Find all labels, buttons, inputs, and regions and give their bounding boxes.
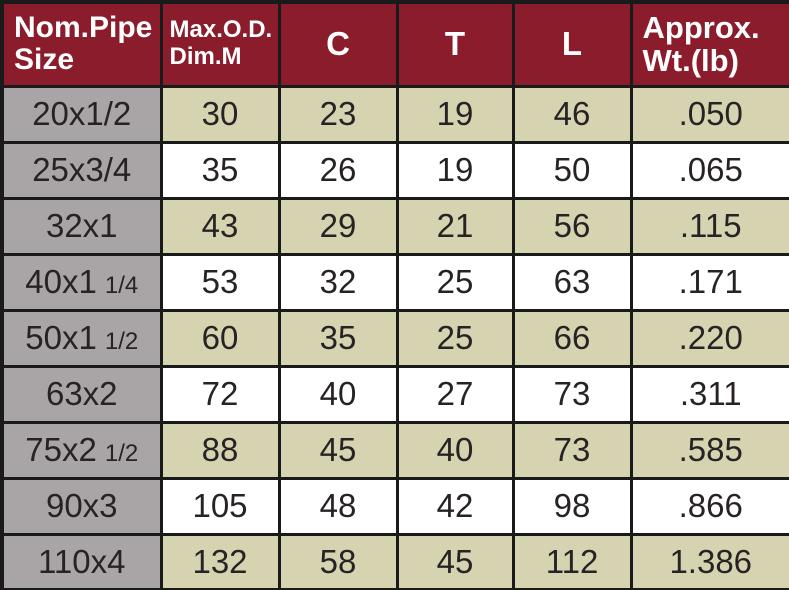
- cell-t: 27: [395, 364, 515, 424]
- cell-wt: .866: [629, 476, 789, 536]
- table-row: 75x2 1/2 88 45 40 73 .585: [0, 420, 789, 480]
- size-main: 32x1: [45, 207, 118, 244]
- cell-size: 20x1/2: [0, 84, 163, 144]
- cell-l: 112: [511, 532, 633, 590]
- cell-l: 46: [511, 84, 633, 144]
- cell-t: 40: [395, 420, 515, 480]
- header-nom-pipe-line2: Size: [14, 43, 75, 77]
- cell-wt: .585: [629, 420, 789, 480]
- cell-wt: .065: [629, 140, 789, 200]
- cell-c: 58: [277, 532, 399, 590]
- cell-l: 56: [511, 196, 633, 256]
- table-body: 20x1/2 30 23 19 46 .050 25x3/4 35 26 19 …: [0, 84, 789, 590]
- cell-c: 26: [277, 140, 399, 200]
- cell-max-od: 132: [159, 532, 281, 590]
- cell-l: 63: [511, 252, 633, 312]
- cell-size: 40x1 1/4: [0, 252, 163, 312]
- size-fraction: 1/2: [104, 328, 139, 355]
- cell-size: 32x1: [0, 196, 163, 256]
- header-approx-wt-line1: Approx.: [642, 9, 760, 45]
- table-row: 25x3/4 35 26 19 50 .065: [0, 140, 789, 200]
- cell-wt: .171: [629, 252, 789, 312]
- cell-c: 35: [277, 308, 399, 368]
- table-row: 110x4 132 58 45 112 1.386: [0, 532, 789, 590]
- cell-wt: .050: [629, 84, 789, 144]
- cell-t: 19: [395, 140, 515, 200]
- cell-t: 45: [395, 532, 515, 590]
- table-row: 32x1 43 29 21 56 .115: [0, 196, 789, 256]
- table-row: 20x1/2 30 23 19 46 .050: [0, 84, 789, 144]
- cell-t: 25: [395, 252, 515, 312]
- cell-t: 25: [395, 308, 515, 368]
- cell-l: 50: [511, 140, 633, 200]
- cell-max-od: 53: [159, 252, 281, 312]
- cell-wt: .115: [629, 196, 789, 256]
- size-main: 50x1: [25, 319, 97, 356]
- cell-l: 98: [511, 476, 633, 536]
- header-l: L: [511, 0, 633, 88]
- cell-max-od: 35: [159, 140, 281, 200]
- size-main: 40x1: [25, 263, 97, 300]
- cell-l: 73: [511, 364, 633, 424]
- cell-wt: 1.386: [629, 532, 789, 590]
- size-main: 63x2: [45, 375, 118, 412]
- cell-t: 21: [395, 196, 515, 256]
- header-c: C: [277, 0, 399, 88]
- table-row: 90x3 105 48 42 98 .866: [0, 476, 789, 536]
- cell-c: 29: [277, 196, 399, 256]
- cell-max-od: 88: [159, 420, 281, 480]
- cell-c: 40: [277, 364, 399, 424]
- cell-c: 48: [277, 476, 399, 536]
- size-main: 20x1/2: [32, 95, 132, 132]
- size-main: 75x2: [25, 431, 97, 468]
- cell-max-od: 105: [159, 476, 281, 536]
- cell-size: 90x3: [0, 476, 163, 536]
- table-row: 63x2 72 40 27 73 .311: [0, 364, 789, 424]
- header-nom-pipe-line1: Nom.Pipe: [14, 10, 153, 44]
- header-max-od-line2: Dim.M: [169, 43, 242, 71]
- size-main: 90x3: [45, 487, 118, 524]
- cell-wt: .220: [629, 308, 789, 368]
- table-row: 40x1 1/4 53 32 25 63 .171: [0, 252, 789, 312]
- header-max-od: Max.O.D. Dim.M: [159, 0, 281, 88]
- cell-max-od: 60: [159, 308, 281, 368]
- table-row: 50x1 1/2 60 35 25 66 .220: [0, 308, 789, 368]
- header-approx-wt-line2: Wt.(lb): [642, 43, 739, 79]
- header-nom-pipe-size: Nom.Pipe Size: [0, 0, 163, 88]
- cell-wt: .311: [629, 364, 789, 424]
- cell-size: 50x1 1/2: [0, 308, 163, 368]
- cell-l: 66: [511, 308, 633, 368]
- header-row: Nom.Pipe Size Max.O.D. Dim.M C T L Appro…: [0, 0, 789, 88]
- cell-size: 25x3/4: [0, 140, 163, 200]
- size-main: 110x4: [38, 542, 126, 580]
- header-approx-wt: Approx. Wt.(lb): [629, 0, 789, 88]
- cell-max-od: 30: [159, 84, 281, 144]
- header-max-od-line1: Max.O.D.: [169, 16, 273, 44]
- cell-l: 73: [511, 420, 633, 480]
- cell-size: 110x4: [0, 532, 163, 590]
- table-header: Nom.Pipe Size Max.O.D. Dim.M C T L Appro…: [0, 0, 789, 88]
- cell-c: 45: [277, 420, 399, 480]
- cell-t: 42: [395, 476, 515, 536]
- cell-max-od: 72: [159, 364, 281, 424]
- cell-max-od: 43: [159, 196, 281, 256]
- size-fraction: 1/4: [104, 272, 139, 299]
- cell-c: 23: [277, 84, 399, 144]
- cell-size: 75x2 1/2: [0, 420, 163, 480]
- header-t: T: [395, 0, 515, 88]
- size-fraction: 1/2: [104, 440, 139, 467]
- cell-t: 19: [395, 84, 515, 144]
- size-main: 25x3/4: [32, 151, 132, 188]
- cell-c: 32: [277, 252, 399, 312]
- cell-size: 63x2: [0, 364, 163, 424]
